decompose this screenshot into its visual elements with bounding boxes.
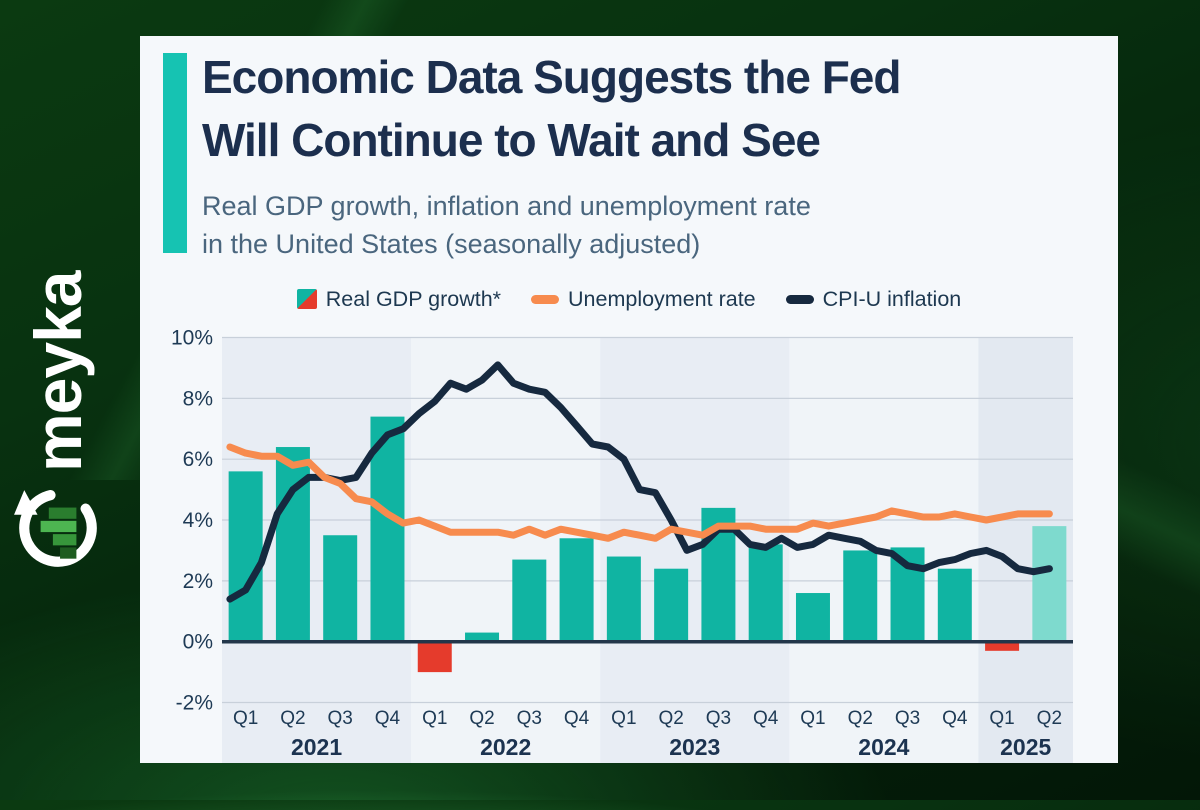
quarter-tick-label: Q1 (611, 708, 636, 729)
quarter-tick-label: Q3 (895, 708, 920, 729)
gdp-bar (1032, 526, 1067, 642)
y-tick-label: 10% (171, 327, 213, 350)
y-tick-label: 4% (183, 509, 213, 532)
gdp-bar (937, 568, 972, 642)
gdp-bar (465, 632, 500, 642)
quarter-tick-label: Q1 (989, 708, 1014, 729)
legend-label-gdp: Real GDP growth* (325, 286, 502, 311)
meyka-logo-icon (14, 489, 97, 567)
title-line-2: Will Continue to Wait and See (202, 114, 821, 166)
unemployment-dash-icon (531, 294, 560, 304)
gdp-bar (843, 550, 878, 642)
gdp-bar (795, 593, 830, 642)
combo-chart: 2021 2022 2023 2024 2025 10% 8% 6% 4% 2% 0% -2% Q1 Q2… (171, 327, 1073, 763)
y-tick-label: 2% (183, 570, 213, 593)
quarter-tick-label: Q4 (753, 708, 779, 729)
gdp-bar (748, 544, 783, 642)
quarter-tick-label: Q2 (658, 708, 683, 729)
gdp-bar (654, 568, 689, 642)
legend-item-gdp: Real GDP growth* (296, 286, 502, 312)
meyka-logo-text: meyka (21, 271, 95, 472)
y-tick-label: 0% (183, 631, 213, 654)
gdp-bar (417, 641, 452, 673)
year-tick-label: 2021 (291, 734, 342, 760)
y-tick-label: 6% (183, 448, 213, 471)
gdp-bar (512, 559, 547, 642)
cpi-line (226, 361, 1053, 603)
gdp-split-square-icon (296, 289, 317, 309)
page-title: Economic Data Suggests the Fed Will Cont… (202, 46, 1102, 172)
legend-item-unemployment: Unemployment rate (531, 287, 756, 312)
quarter-tick-label: Q1 (422, 708, 447, 729)
quarter-tick-label: Q3 (328, 708, 353, 729)
quarter-tick-label: Q3 (706, 708, 731, 729)
year-tick-label: 2022 (480, 734, 531, 760)
quarter-tick-label: Q3 (517, 708, 542, 729)
gdp-bar (559, 538, 594, 642)
quarter-tick-label: Q2 (469, 708, 494, 729)
legend-label-cpi: CPI-U inflation (822, 286, 962, 311)
gdp-bar (323, 535, 358, 642)
chart-legend: Real GDP growth* Unemployment rate CPI-U… (140, 282, 1118, 316)
infographic-card: 2021 2022 2023 2024 2025 10% 8% 6% 4% 2% 0% -2% Q1 Q2… (140, 36, 1118, 763)
title-accent-bar (163, 53, 187, 253)
quarter-tick-label: Q2 (280, 708, 305, 729)
title-line-1: Economic Data Suggests the Fed (202, 51, 901, 103)
year-tick-label: 2025 (1000, 734, 1051, 760)
page-subtitle: Real GDP growth, inflation and unemploym… (202, 187, 1082, 263)
meyka-logo: meyka (6, 234, 110, 574)
legend-item-cpi: CPI-U inflation (785, 286, 962, 312)
quarter-tick-label: Q4 (375, 708, 401, 729)
gdp-bar (985, 641, 1020, 651)
subtitle-line-1: Real GDP growth, inflation and unemploym… (202, 191, 811, 221)
quarter-tick-label: Q4 (942, 708, 968, 729)
year-tick-label: 2024 (858, 734, 909, 760)
gdp-bar (228, 471, 263, 642)
unemployment-line (226, 443, 1053, 542)
y-tick-label: -2% (176, 692, 213, 715)
year-tick-label: 2023 (669, 734, 720, 760)
gdp-bar (606, 556, 641, 642)
quarter-tick-label: Q4 (564, 708, 590, 729)
quarter-tick-label: Q1 (800, 708, 825, 729)
subtitle-line-2: in the United States (seasonally adjuste… (202, 229, 701, 259)
cpi-dash-icon (785, 294, 814, 304)
gdp-bar (370, 416, 405, 642)
y-tick-label: 8% (183, 387, 213, 410)
quarter-tick-label: Q2 (848, 708, 873, 729)
legend-label-unemployment: Unemployment rate (568, 286, 756, 311)
quarter-tick-label: Q1 (233, 708, 258, 729)
quarter-tick-label: Q2 (1037, 708, 1062, 729)
